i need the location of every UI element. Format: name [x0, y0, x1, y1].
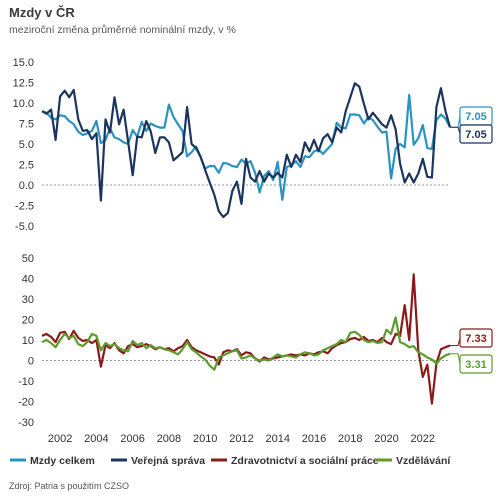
x-tick-label: 2008: [157, 433, 181, 445]
end-label-leader: [450, 126, 461, 135]
y-tick-label: 0: [28, 356, 34, 368]
x-tick-label: 2004: [84, 433, 108, 445]
series-line: [41, 316, 451, 371]
y-tick-label: -30: [18, 417, 34, 429]
y-tick-label: 30: [22, 294, 34, 306]
y-tick-label: 0.0: [19, 180, 34, 192]
y-tick-label: -20: [18, 397, 34, 409]
y-tick-label: 10.0: [13, 98, 34, 110]
x-tick-label: 2014: [265, 433, 289, 445]
x-tick-label: 2006: [120, 433, 144, 445]
y-tick-label: 10: [22, 335, 34, 347]
y-tick-label: 2.5: [19, 160, 34, 172]
y-tick-label: 40: [22, 274, 34, 286]
end-label-leader: [450, 115, 461, 128]
legend-label: Veřejná správa: [131, 455, 205, 467]
x-tick-label: 2012: [229, 433, 253, 445]
source-note: Zdroj: Patria s použitím CZSO: [9, 481, 130, 491]
y-tick-label: -5.0: [15, 221, 34, 233]
end-label-leader: [450, 353, 461, 365]
chart-subtitle: meziroční změna průměrné nominální mzdy,…: [9, 24, 236, 36]
x-tick-label: 2016: [302, 433, 326, 445]
x-tick-label: 2020: [374, 433, 398, 445]
end-label-box: [459, 354, 493, 374]
series-line: [41, 82, 452, 219]
x-tick-label: 2002: [48, 433, 72, 445]
series-line: [41, 273, 451, 405]
y-tick-label: 20: [22, 315, 34, 327]
x-tick-label: 2022: [411, 433, 435, 445]
chart-title: Mzdy v ČR: [9, 5, 75, 20]
end-value-label: 7.33: [465, 333, 486, 345]
y-tick-label: 50: [22, 253, 34, 265]
end-label-box: [459, 328, 493, 348]
panel-2: 50 40 30 20 10 0 -10 -20 -30 7.33 3.31: [18, 253, 493, 429]
end-label-box: [459, 124, 493, 144]
end-value-label: 7.05: [465, 129, 486, 141]
y-tick-label: 5.0: [19, 139, 34, 151]
end-value-label: 3.31: [465, 359, 486, 371]
y-tick-label: 12.5: [13, 78, 34, 90]
panel-1: 15.0 12.5 10.0 7.5 5.0 2.5 0.0 -2.5 -5.0 7.05 7.05: [13, 57, 493, 233]
y-tick-label: 7.5: [19, 119, 34, 131]
y-tick-label: 15.0: [13, 57, 34, 69]
x-tick-label: 2018: [338, 433, 362, 445]
end-value-label: 7.05: [465, 111, 486, 123]
end-label-leader: [450, 337, 461, 346]
legend-label: Mzdy celkem: [30, 455, 95, 467]
y-tick-label: -2.5: [15, 201, 34, 213]
x-tick-label: 2010: [193, 433, 217, 445]
legend-label: Zdravotnictví a sociální práce: [231, 455, 379, 467]
legend-label: Vzdělávání: [396, 455, 451, 467]
y-tick-label: -10: [18, 376, 34, 388]
